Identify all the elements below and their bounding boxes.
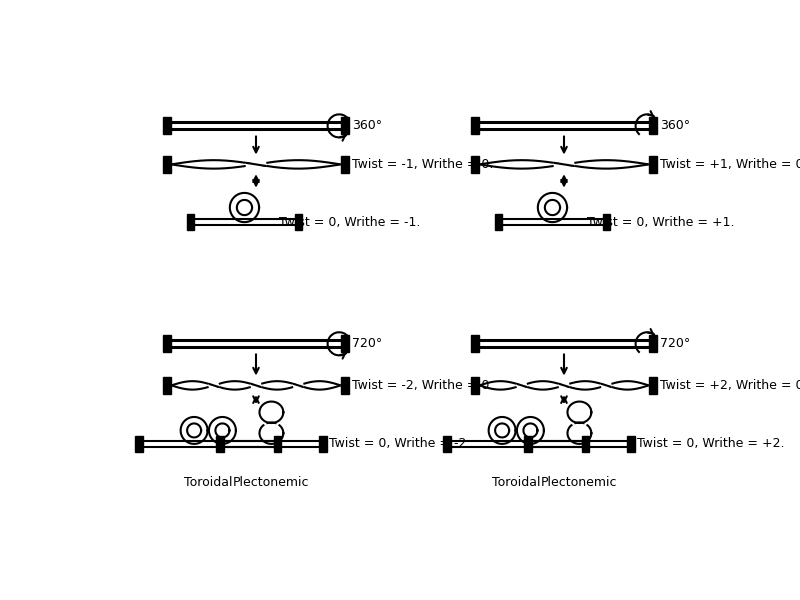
Bar	[602, 214, 610, 230]
Text: Twist = 0, Writhe = +2.: Twist = 0, Writhe = +2.	[637, 437, 785, 451]
Bar	[627, 436, 635, 452]
Text: Toroidal: Toroidal	[184, 476, 233, 489]
Text: Twist = -2, Writhe = 0.: Twist = -2, Writhe = 0.	[352, 379, 494, 392]
Bar	[135, 436, 143, 452]
Bar	[163, 377, 171, 394]
Text: Twist = 0, Writhe = -1.: Twist = 0, Writhe = -1.	[279, 215, 421, 229]
Bar	[319, 436, 327, 452]
Text: 360°: 360°	[352, 119, 382, 133]
Bar	[649, 118, 657, 134]
Text: Toroidal: Toroidal	[492, 476, 541, 489]
Text: Twist = -1, Writhe = 0.: Twist = -1, Writhe = 0.	[352, 158, 494, 171]
Text: Plectonemic: Plectonemic	[233, 476, 310, 489]
Bar	[494, 214, 502, 230]
Bar	[649, 377, 657, 394]
Bar	[471, 377, 479, 394]
Bar	[216, 436, 224, 452]
Bar	[471, 156, 479, 173]
Text: Twist = 0, Writhe = +1.: Twist = 0, Writhe = +1.	[587, 215, 734, 229]
Text: Twist = +2, Writhe = 0.: Twist = +2, Writhe = 0.	[660, 379, 800, 392]
Bar	[163, 118, 171, 134]
Text: Plectonemic: Plectonemic	[541, 476, 618, 489]
Text: 360°: 360°	[660, 119, 690, 133]
Bar	[341, 156, 349, 173]
Bar	[341, 118, 349, 134]
Text: 720°: 720°	[660, 337, 690, 350]
Bar	[471, 118, 479, 134]
Bar	[443, 436, 451, 452]
Bar	[524, 436, 532, 452]
Bar	[582, 436, 590, 452]
Bar	[341, 377, 349, 394]
Bar	[649, 156, 657, 173]
Bar	[294, 214, 302, 230]
Bar	[163, 335, 171, 352]
Text: Twist = 0, Writhe = -2.: Twist = 0, Writhe = -2.	[329, 437, 470, 451]
Text: 720°: 720°	[352, 337, 382, 350]
Bar	[471, 335, 479, 352]
Bar	[649, 335, 657, 352]
Bar	[274, 436, 282, 452]
Bar	[186, 214, 194, 230]
Bar	[163, 156, 171, 173]
Bar	[341, 335, 349, 352]
Text: Twist = +1, Writhe = 0.: Twist = +1, Writhe = 0.	[660, 158, 800, 171]
